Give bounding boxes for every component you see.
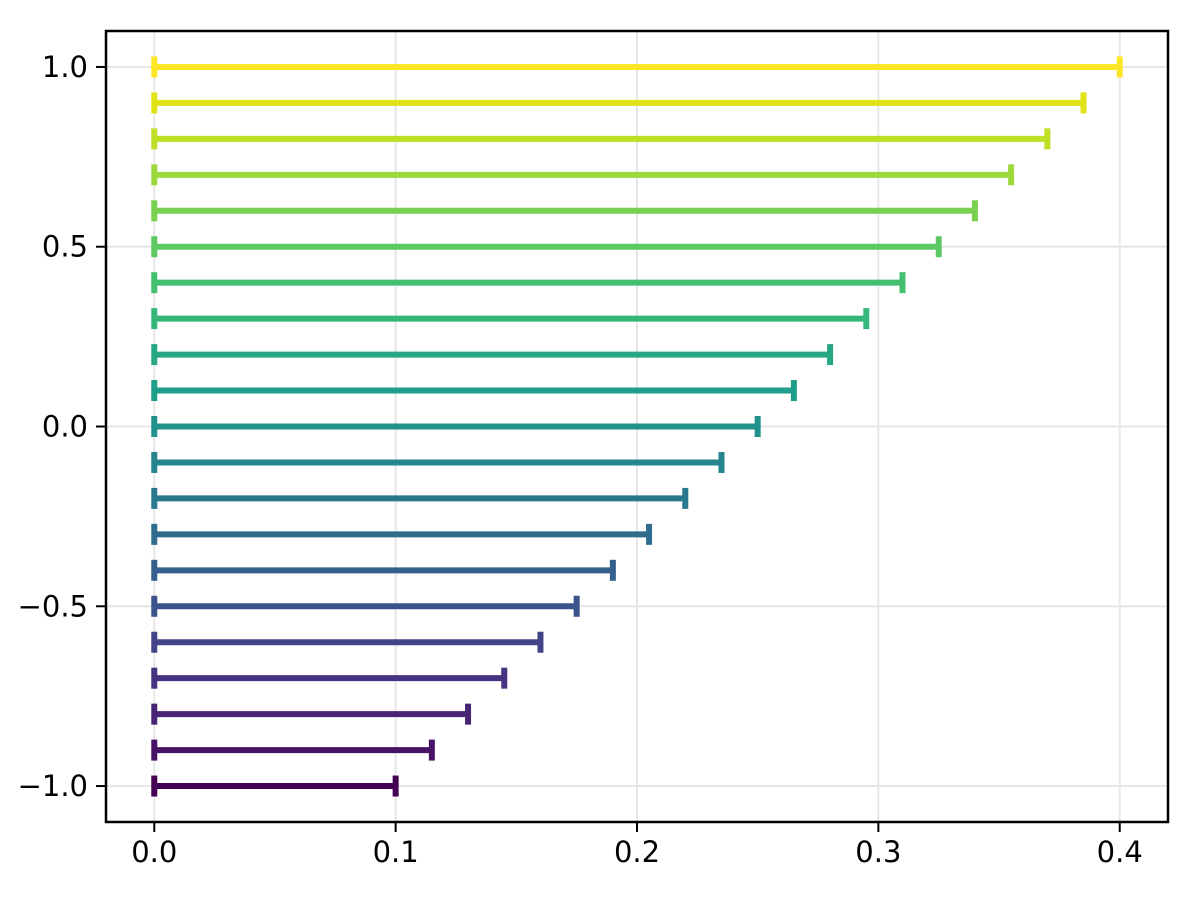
errorbar-line-group bbox=[151, 595, 580, 617]
x-tick-label: 0.3 bbox=[855, 835, 901, 869]
errorbar-line-group bbox=[151, 559, 616, 581]
errorbar-line-group bbox=[151, 631, 544, 653]
x-tick-label: 0.2 bbox=[614, 835, 660, 869]
y-axis: −1.0 −0.5 0.0 0.5 1.0 bbox=[18, 50, 106, 803]
y-tick-label: 0.5 bbox=[42, 230, 88, 264]
errorbar-line-group bbox=[151, 308, 870, 330]
y-tick-label: −1.0 bbox=[18, 769, 88, 803]
errorbar-line-group bbox=[151, 344, 834, 366]
x-axis: 0.0 0.1 0.2 0.3 0.4 bbox=[131, 822, 1143, 869]
x-tick-label: 0.1 bbox=[373, 835, 419, 869]
errorbar-line-group bbox=[151, 56, 1123, 78]
errorbar-line-group bbox=[151, 380, 797, 402]
y-tick-label: 1.0 bbox=[42, 50, 88, 84]
errorbar-line-group bbox=[151, 451, 725, 473]
errorbar-line-group bbox=[151, 775, 399, 797]
errorbar-series bbox=[151, 56, 1123, 797]
x-tick-label: 0.0 bbox=[131, 835, 177, 869]
errorbar-line-group bbox=[151, 487, 689, 509]
errorbar-line-group bbox=[151, 703, 472, 725]
errorbar-line-group bbox=[151, 236, 942, 258]
errorbar-line-group bbox=[151, 667, 508, 689]
errorbar-line-group bbox=[151, 92, 1087, 114]
y-tick-label: −0.5 bbox=[18, 589, 88, 623]
errorbar-line-group bbox=[151, 416, 761, 437]
errorbar-line-group bbox=[151, 128, 1051, 150]
errorbar-line-group bbox=[151, 523, 653, 545]
errorbar-line-group bbox=[151, 200, 978, 222]
y-tick-label: 0.0 bbox=[42, 410, 88, 444]
x-tick-label: 0.4 bbox=[1097, 835, 1143, 869]
errorbar-line-group bbox=[151, 739, 435, 761]
errorbar-line-group bbox=[151, 272, 906, 294]
errorbar-line-group bbox=[151, 164, 1015, 186]
